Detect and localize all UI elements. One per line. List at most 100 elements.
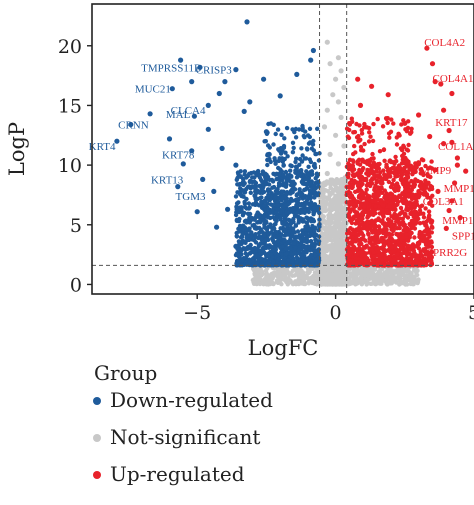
data-point [219, 145, 225, 151]
cloud-point [346, 214, 351, 219]
cloud-point [293, 159, 298, 165]
data-point [335, 161, 341, 167]
cloud-point [290, 258, 295, 264]
cloud-point [404, 169, 409, 175]
cloud-point [317, 217, 322, 222]
data-point [114, 138, 120, 144]
cloud-point [421, 239, 426, 244]
data-point [216, 90, 222, 97]
cloud-point [380, 203, 386, 208]
data-point [427, 133, 433, 140]
cloud-point [376, 204, 381, 209]
cloud-point [346, 175, 351, 180]
cloud-point [347, 194, 353, 200]
cloud-point [355, 227, 361, 232]
cloud-point [354, 252, 359, 258]
cloud-point [233, 194, 239, 199]
cloud-point [398, 146, 404, 151]
cloud-point [390, 165, 395, 171]
data-point [211, 188, 217, 194]
cloud-point [299, 168, 304, 173]
cloud-point [402, 165, 407, 170]
cloud-point [293, 223, 298, 228]
cloud-point [389, 227, 395, 232]
cloud-point [352, 173, 357, 178]
cloud-point [366, 125, 372, 131]
cloud-point [258, 177, 264, 183]
cloud-point [402, 281, 408, 286]
gene-label: MAL [166, 109, 191, 121]
y-tick-label: 5 [70, 215, 82, 237]
cloud-point [283, 169, 289, 175]
cloud-point [245, 173, 251, 179]
cloud-point [340, 224, 345, 229]
cloud-point [247, 211, 253, 217]
legend-swatch [93, 434, 101, 442]
cloud-point [364, 222, 369, 227]
cloud-point [306, 164, 311, 169]
cloud-point [362, 121, 367, 127]
cloud-point [288, 225, 294, 231]
cloud-point [408, 276, 413, 281]
cloud-point [402, 276, 407, 281]
cloud-point [288, 278, 293, 283]
cloud-point [274, 230, 279, 235]
cloud-point [402, 211, 407, 217]
cloud-point [428, 183, 433, 189]
cloud-point [410, 168, 415, 173]
gene-label: SPP1 [452, 231, 474, 243]
data-point [244, 19, 250, 25]
cloud-point [333, 260, 338, 265]
cloud-point [369, 209, 374, 214]
cloud-point [368, 183, 373, 189]
data-point [341, 84, 347, 91]
gene-label: COL1A1 [438, 141, 474, 153]
cloud-point [394, 219, 399, 224]
cloud-point [276, 158, 281, 164]
cloud-point [386, 232, 392, 237]
cloud-point [280, 146, 285, 151]
data-point [385, 92, 391, 98]
data-point [438, 81, 444, 87]
cloud-point [376, 216, 381, 221]
cloud-point [275, 253, 281, 258]
data-point [449, 139, 455, 145]
cloud-point [313, 237, 318, 242]
cloud-point [303, 181, 309, 187]
cloud-point [336, 248, 341, 253]
cloud-point [300, 153, 305, 158]
cloud-point [304, 250, 309, 255]
cloud-point [371, 262, 376, 267]
threshold-lines [92, 4, 474, 294]
cloud-point [393, 260, 398, 266]
data-point [166, 136, 173, 142]
cloud-point [314, 232, 319, 238]
cloud-point [373, 273, 378, 278]
cloud-point [379, 267, 384, 272]
gene-label: COL4A1 [433, 73, 474, 85]
cloud-point [382, 263, 387, 268]
cloud-point [364, 196, 369, 201]
cloud-point [282, 237, 287, 243]
cloud-point [414, 164, 419, 170]
cloud-point [299, 209, 304, 215]
cloud-point [316, 222, 322, 228]
cloud-point [408, 164, 413, 170]
cloud-point [378, 170, 383, 175]
cloud-point [287, 271, 292, 276]
cloud-point [247, 259, 253, 265]
cloud-point [295, 229, 301, 234]
cloud-point [370, 198, 375, 204]
cloud-point [406, 192, 412, 198]
cloud-point [267, 145, 272, 150]
cloud-point [348, 258, 353, 264]
cloud-point [429, 249, 435, 254]
cloud-point [358, 144, 364, 150]
cloud-point [312, 270, 318, 275]
cloud-point [272, 226, 277, 231]
data-point [233, 67, 239, 73]
cloud-point [427, 213, 432, 218]
cloud-point [400, 220, 406, 225]
cloud-point [262, 203, 267, 208]
